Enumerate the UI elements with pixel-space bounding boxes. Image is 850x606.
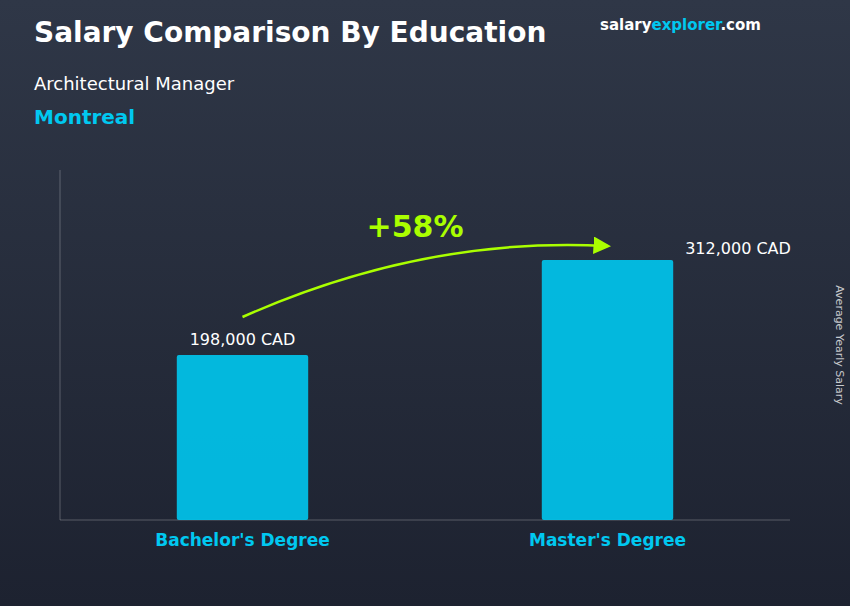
background	[0, 0, 850, 606]
y-axis-line	[60, 170, 61, 520]
watermark-part: .com	[720, 16, 761, 34]
chart: Bachelor's Degree Master's Degree 198,000 …	[0, 0, 850, 606]
value-label: 312,000 CAD	[685, 239, 791, 258]
bar	[177, 355, 308, 520]
value-label: 198,000 CAD	[190, 330, 296, 349]
watermark: salaryexplorer.com	[600, 16, 761, 34]
bar	[542, 260, 673, 520]
category-label: Bachelor's Degree	[155, 530, 330, 550]
y-axis-label: Average Yearly Salary	[833, 285, 846, 405]
bars	[177, 260, 673, 520]
watermark-part: salary	[600, 16, 652, 34]
x-axis-line	[60, 520, 790, 521]
pct-change: +58%	[367, 209, 464, 244]
watermark-part: explorer	[652, 16, 724, 34]
subtitle: Architectural Manager	[34, 73, 235, 94]
category-label: Master's Degree	[529, 530, 686, 550]
title: Salary Comparison By Education	[34, 16, 546, 49]
city: Montreal	[34, 105, 135, 129]
change-arrow	[243, 245, 608, 317]
